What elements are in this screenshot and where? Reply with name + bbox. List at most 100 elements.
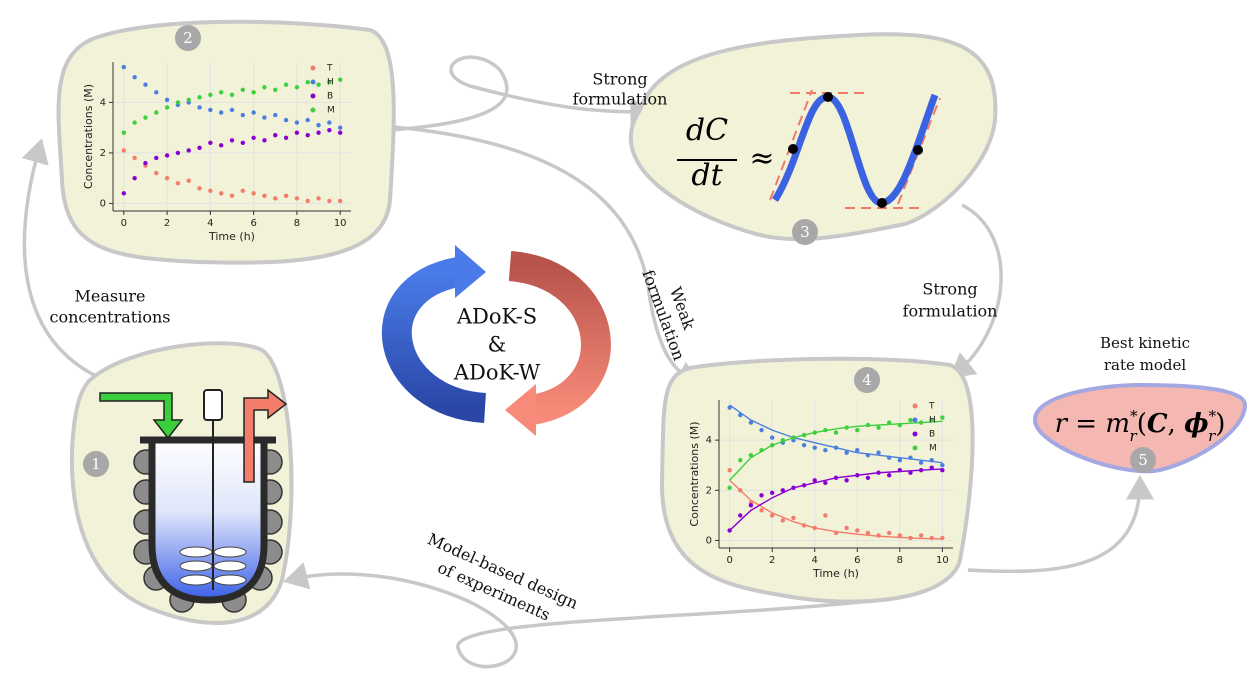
data-point xyxy=(812,430,817,435)
legend-label: M xyxy=(327,106,335,116)
outlet-arrow xyxy=(243,388,288,483)
data-point xyxy=(208,92,213,98)
y-axis-label: Concentrations (M) xyxy=(82,84,95,189)
center-label: ADoK-W xyxy=(453,361,541,385)
data-point xyxy=(240,188,246,193)
data-point xyxy=(294,196,300,201)
edge-label: concentrations xyxy=(50,308,171,327)
data-point xyxy=(316,196,321,201)
data-point xyxy=(164,97,170,103)
y-tick-label: 0 xyxy=(706,535,712,546)
badge-circle xyxy=(792,219,818,245)
approx: ≈ xyxy=(749,141,774,176)
denominator: dt xyxy=(691,158,723,193)
data-point xyxy=(791,485,796,490)
data-point xyxy=(908,455,913,460)
data-point xyxy=(175,181,181,186)
data-point xyxy=(855,447,860,453)
data-point xyxy=(759,493,764,498)
data-point xyxy=(929,417,934,423)
data-point xyxy=(218,90,224,95)
data-point xyxy=(897,533,903,538)
badge-circle xyxy=(83,451,109,477)
legend-label: H xyxy=(929,416,936,426)
data-point xyxy=(812,478,817,483)
data-point xyxy=(940,535,945,541)
formula-part: C xyxy=(1147,409,1168,439)
impeller xyxy=(179,546,247,586)
data-point xyxy=(791,435,796,440)
data-point xyxy=(855,473,860,478)
data-point xyxy=(218,191,224,196)
connector xyxy=(949,203,1003,379)
data-point xyxy=(769,513,775,518)
motor xyxy=(203,389,223,421)
data-point xyxy=(855,427,860,433)
data-point xyxy=(337,125,343,130)
data-point xyxy=(273,133,278,138)
data-point xyxy=(876,450,881,455)
data-point xyxy=(844,425,849,430)
data-point xyxy=(208,188,213,193)
legend-label: T xyxy=(928,402,935,412)
data-point xyxy=(918,533,924,538)
badge-circle xyxy=(1130,447,1156,473)
data-point xyxy=(208,140,213,146)
data-point xyxy=(801,432,807,438)
legend-label: T xyxy=(326,64,333,74)
badge: 2 xyxy=(183,29,193,47)
data-point xyxy=(801,523,807,528)
data-point xyxy=(727,528,732,533)
data-point xyxy=(876,533,881,538)
data-point xyxy=(876,470,881,475)
data-point xyxy=(164,153,170,158)
data-point xyxy=(908,417,913,423)
formula-part: r = m xyxy=(1055,409,1130,439)
data-point xyxy=(759,427,764,433)
data-point xyxy=(262,115,267,120)
data-point xyxy=(727,485,732,490)
node-blob xyxy=(56,19,396,265)
data-point xyxy=(197,105,202,110)
data-point xyxy=(769,442,775,448)
x-tick-label: 2 xyxy=(769,555,775,566)
arrow-head xyxy=(505,384,536,436)
data-point xyxy=(262,193,267,199)
data-point xyxy=(186,178,191,183)
data-point xyxy=(240,112,246,118)
data-point xyxy=(897,458,903,463)
derivative-sketch: dC dt ≈ xyxy=(677,89,941,209)
connector xyxy=(967,475,1154,574)
data-point xyxy=(327,198,332,204)
data-point xyxy=(337,130,343,135)
data-point xyxy=(262,85,267,90)
data-point xyxy=(780,488,786,493)
data-point xyxy=(337,198,343,204)
data-point xyxy=(283,117,289,123)
data-point xyxy=(812,445,817,450)
data-point xyxy=(283,135,289,140)
legend-marker xyxy=(310,79,316,85)
legend-marker xyxy=(310,107,316,113)
data-point xyxy=(865,475,871,480)
x-tick-label: 8 xyxy=(897,555,903,566)
data-point xyxy=(738,513,743,518)
badge-circle xyxy=(854,367,880,393)
result-title: Best kinetic xyxy=(1100,334,1190,352)
data-point xyxy=(327,80,332,85)
data-point xyxy=(229,193,235,199)
data-point xyxy=(197,95,202,100)
data-point xyxy=(273,196,278,201)
x-axis-label: Time (h) xyxy=(812,567,859,580)
data-point xyxy=(121,148,127,153)
data-point xyxy=(897,422,903,428)
data-point xyxy=(886,473,892,478)
data-point xyxy=(218,110,224,115)
data-point xyxy=(908,470,913,475)
data-point xyxy=(121,130,127,135)
data-point xyxy=(132,120,137,125)
x-axis-label: Time (h) xyxy=(208,230,255,243)
data-point xyxy=(886,420,892,425)
